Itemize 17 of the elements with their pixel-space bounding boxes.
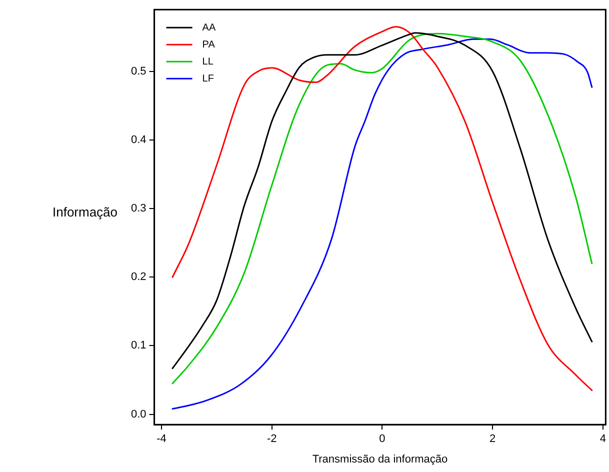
x-axis-title: Transmissão da informação (312, 453, 448, 466)
x-tick-label: -4 (156, 433, 166, 446)
y-tick-label: 0.0 (130, 408, 146, 420)
y-axis-title: Informação (52, 204, 118, 220)
legend-label: LF (202, 73, 214, 84)
legend-label: PA (202, 39, 216, 50)
legend-label: LL (202, 56, 214, 68)
x-tick-label: 4 (600, 433, 606, 446)
y-tick-label: 0.4 (130, 134, 146, 146)
legend-label: AA (202, 22, 216, 34)
y-tick-label: 0.1 (130, 340, 146, 352)
x-tick-label: 2 (489, 433, 496, 446)
x-tick-label: 0 (379, 433, 386, 446)
y-tick-label: 0.5 (130, 65, 146, 78)
y-tick-label: 0.3 (130, 202, 146, 215)
x-tick-label: -2 (266, 433, 277, 446)
y-tick-label: 0.2 (130, 271, 146, 284)
